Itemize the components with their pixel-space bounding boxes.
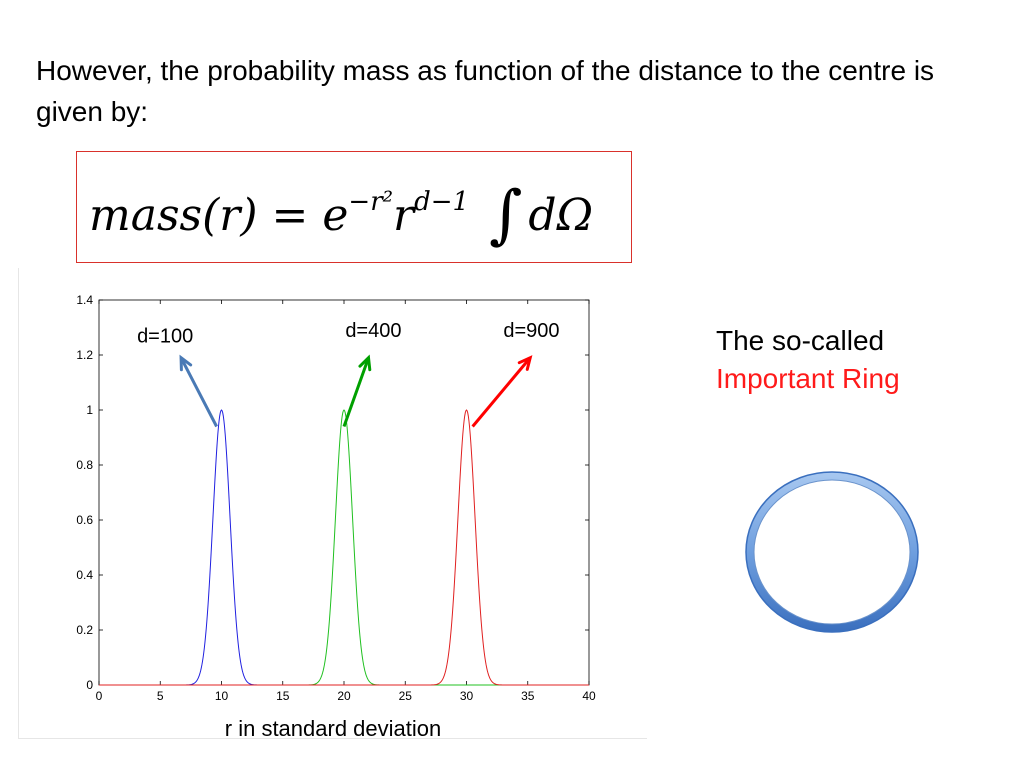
- y-tick-label: 1.4: [76, 293, 93, 307]
- mass-formula: mass(r) = e−r²rd−1 ∫ dΩ: [89, 172, 594, 252]
- intro-paragraph: However, the probability mass as functio…: [36, 55, 935, 127]
- x-tick-label: 5: [157, 689, 164, 703]
- chart-panel: 0 5 10 15 20 25 30 35 40 0 0.2 0.4 0.6 0.8 1 1.2 1.4 d=10…: [18, 268, 647, 741]
- y-tick-label: 0.4: [76, 568, 93, 582]
- side-caption-line1: The so-called: [716, 325, 885, 356]
- ring-inner: [753, 479, 911, 625]
- x-tick-label: 35: [521, 689, 535, 703]
- x-tick-label: 30: [460, 689, 474, 703]
- chart-x-axis-label: r in standard deviation: [224, 716, 442, 741]
- y-tick-label: 0.8: [76, 458, 93, 472]
- formula-exp-r: d−1: [414, 187, 470, 218]
- formula-base-e: e: [322, 190, 349, 241]
- y-tick-label: 1.2: [76, 348, 93, 362]
- x-tick-label: 40: [582, 689, 596, 703]
- annotation-arrow-d-400: [342, 357, 370, 428]
- annotation-arrow-d-100: [179, 357, 218, 428]
- plot-frame: [98, 299, 590, 686]
- y-tick-label: 0: [86, 678, 93, 692]
- formula-base-r: r: [393, 190, 415, 241]
- x-tick-label: 10: [215, 689, 229, 703]
- y-tick-label: 0.2: [76, 623, 93, 637]
- annotation-arrowhead: [179, 354, 193, 372]
- annotation-arrowhead: [358, 354, 372, 372]
- formula-integral: ∫: [489, 178, 523, 252]
- y-tick-label: 0.6: [76, 513, 93, 527]
- formula-exp-e: −r²: [348, 187, 394, 218]
- formula-equals: =: [271, 190, 309, 241]
- annotation-arrow-d-900: [471, 356, 532, 428]
- annotation-arrowhead: [517, 355, 533, 371]
- mass-chart: 0 5 10 15 20 25 30 35 40 0 0.2 0.4 0.6 0.8 1 1.2 1.4 d=10…: [76, 293, 596, 703]
- formula-box: mass(r) = e−r²rd−1 ∫ dΩ: [76, 151, 632, 263]
- x-tick-label: 0: [96, 689, 103, 703]
- x-tick-label: 15: [276, 689, 290, 703]
- ring-illustration: [745, 471, 919, 633]
- x-tick-label: 20: [337, 689, 351, 703]
- annotation-label-d-100: d=100: [137, 326, 193, 348]
- annotation-label-d-900: d=900: [503, 320, 559, 342]
- side-caption: The so-called Important Ring: [716, 322, 900, 398]
- x-tick-label: 25: [399, 689, 413, 703]
- formula-d-omega: dΩ: [528, 190, 594, 241]
- annotation-label-d-400: d=400: [345, 320, 401, 342]
- side-caption-line2: Important Ring: [716, 363, 900, 394]
- series-line-d-900: [99, 409, 589, 686]
- formula-lhs: mass(r): [89, 190, 258, 241]
- y-tick-label: 1: [86, 403, 93, 417]
